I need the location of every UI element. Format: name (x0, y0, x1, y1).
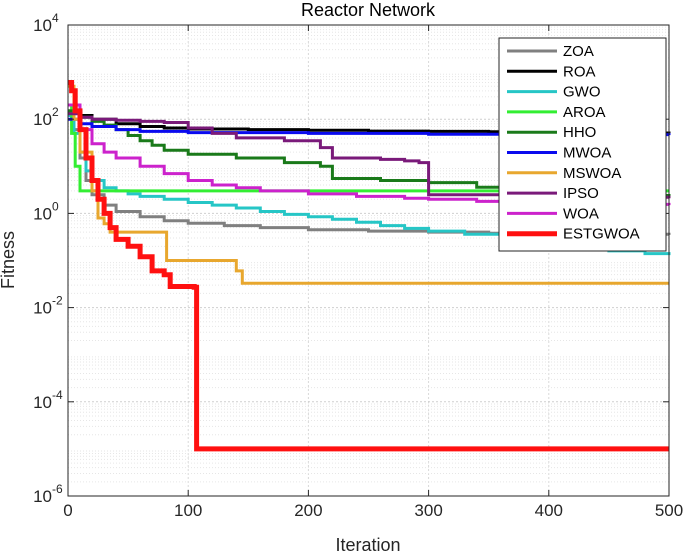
x-axis-label: Iteration (335, 535, 400, 553)
y-tick-exponent: 2 (52, 105, 59, 119)
y-tick-label: 10 (33, 299, 52, 318)
y-tick-exponent: -4 (52, 388, 63, 402)
x-tick-label: 0 (63, 501, 72, 520)
legend-label-mwoa: MWOA (563, 145, 611, 162)
plot-frame (67, 24, 670, 497)
y-tick-exponent: -6 (52, 482, 63, 496)
y-tick-label: 10 (33, 393, 52, 412)
y-tick-exponent: 0 (52, 199, 59, 213)
y-tick-exponent: -2 (52, 294, 63, 308)
legend-label-roa: ROA (563, 63, 596, 80)
legend-label-ipso: IPSO (563, 185, 599, 202)
y-tick-exponent: 4 (52, 11, 59, 25)
y-tick-label: 10 (33, 110, 52, 129)
y-tick-label: 10 (33, 16, 52, 35)
y-tick-label: 10 (33, 204, 52, 223)
x-tick-label: 200 (294, 501, 322, 520)
x-tick-label: 300 (414, 501, 442, 520)
legend-label-zoa: ZOA (563, 43, 594, 60)
x-tick-label: 500 (655, 501, 683, 520)
legend-label-mswoa: MSWOA (563, 165, 621, 182)
x-tick-label: 400 (535, 501, 563, 520)
legend-label-estgwoa: ESTGWOA (563, 226, 640, 243)
series-line-aroa (68, 103, 669, 193)
legend-label-hho: HHO (563, 124, 596, 141)
series-line-estgwoa (68, 80, 669, 452)
y-axis-label: Fitness (0, 231, 18, 289)
chart-title: Reactor Network (301, 0, 436, 20)
y-tick-label: 10 (33, 487, 52, 506)
x-tick-label: 100 (174, 501, 202, 520)
legend-label-woa: WOA (563, 205, 599, 222)
legend-label-aroa: AROA (563, 104, 606, 121)
legend-box (498, 37, 667, 252)
legend: ZOA ROA GWO AROA HHO MWOA MSWOA IPSO WOA ESTGWOA (498, 37, 667, 252)
legend-label-gwo: GWO (563, 84, 601, 101)
